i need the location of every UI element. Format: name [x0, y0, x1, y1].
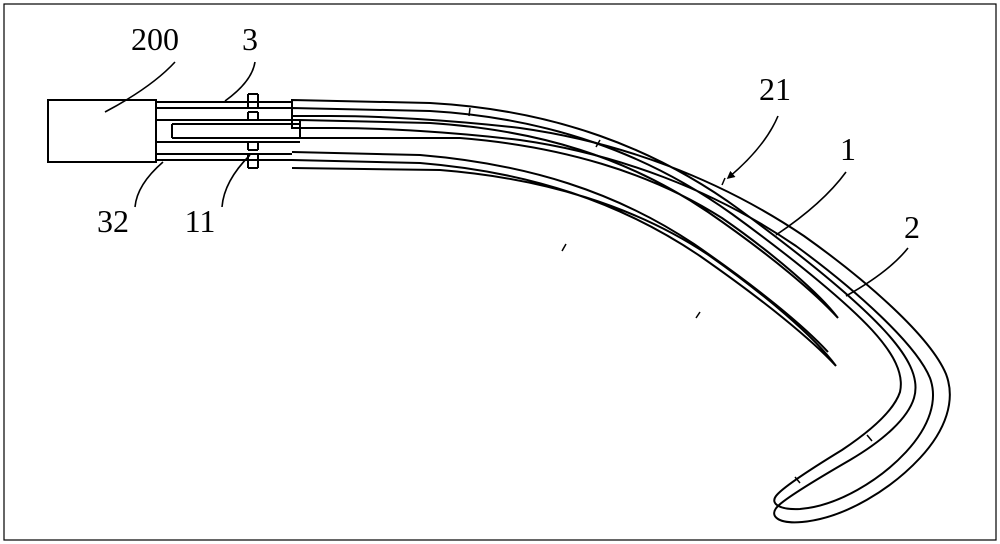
part-200-housing	[48, 100, 156, 162]
label-1: 1	[840, 131, 856, 167]
part-3-sleeve-outer	[156, 102, 292, 160]
section-tick	[722, 178, 725, 185]
label-200: 200	[131, 21, 179, 57]
label-32: 32	[97, 203, 129, 239]
section-tick	[867, 435, 872, 441]
leader-21	[728, 116, 778, 178]
section-tick	[562, 244, 566, 251]
leader-32	[135, 162, 163, 207]
section-tick	[696, 312, 700, 318]
leader-2	[846, 248, 908, 296]
label-3: 3	[242, 21, 258, 57]
page-border	[4, 4, 996, 540]
label-21: 21	[759, 71, 791, 107]
part-2-outer-shell-inner-edge	[292, 108, 933, 509]
section-tick	[469, 108, 470, 116]
leader-3	[225, 62, 255, 101]
connector-assembly	[48, 94, 300, 168]
part-3-sleeve-inner	[156, 108, 292, 154]
label-11: 11	[185, 203, 216, 239]
part-1-lower-contour	[292, 160, 836, 366]
part-32-inner-plug	[172, 124, 300, 138]
label-2: 2	[904, 209, 920, 245]
labels: 200321123211	[97, 21, 920, 296]
part-1-lower-contour-b	[292, 152, 828, 352]
patent-figure: 200321123211	[0, 0, 1000, 544]
leader-11	[222, 155, 250, 207]
